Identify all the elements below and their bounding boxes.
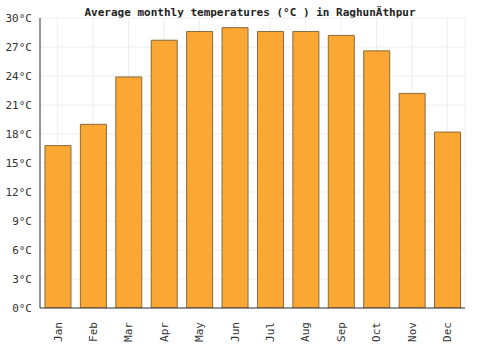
- svg-text:Feb: Feb: [87, 322, 100, 342]
- svg-text:Jan: Jan: [52, 322, 65, 342]
- svg-text:30°C: 30°C: [8, 12, 32, 25]
- svg-text:Mar: Mar: [122, 322, 135, 342]
- svg-text:18°C: 18°C: [8, 128, 32, 141]
- svg-text:Nov: Nov: [406, 322, 419, 342]
- svg-text:3°C: 3°C: [12, 273, 32, 286]
- svg-text:Aug: Aug: [299, 322, 312, 342]
- svg-text:27°C: 27°C: [8, 41, 32, 54]
- svg-text:0°C: 0°C: [12, 302, 32, 315]
- svg-text:21°C: 21°C: [8, 99, 32, 112]
- html-text:Average monthly temperatures (: Average monthly temperatures (°C ) in Ra…: [84, 6, 416, 19]
- svg-text:15°C: 15°C: [8, 157, 32, 170]
- svg-text:24°C: 24°C: [8, 70, 32, 83]
- svg-text:6°C: 6°C: [12, 244, 32, 257]
- svg-text:Oct: Oct: [370, 322, 383, 342]
- svg-text:Sep: Sep: [335, 322, 348, 342]
- svg-text:Jun: Jun: [229, 322, 242, 342]
- svg-text:Jul: Jul: [264, 322, 277, 342]
- svg-text:Dec: Dec: [441, 322, 454, 342]
- svg-text:May: May: [193, 322, 206, 342]
- svg-text:9°C: 9°C: [12, 215, 32, 228]
- svg-text:Apr: Apr: [158, 322, 171, 342]
- svg-text:12°C: 12°C: [8, 186, 32, 199]
